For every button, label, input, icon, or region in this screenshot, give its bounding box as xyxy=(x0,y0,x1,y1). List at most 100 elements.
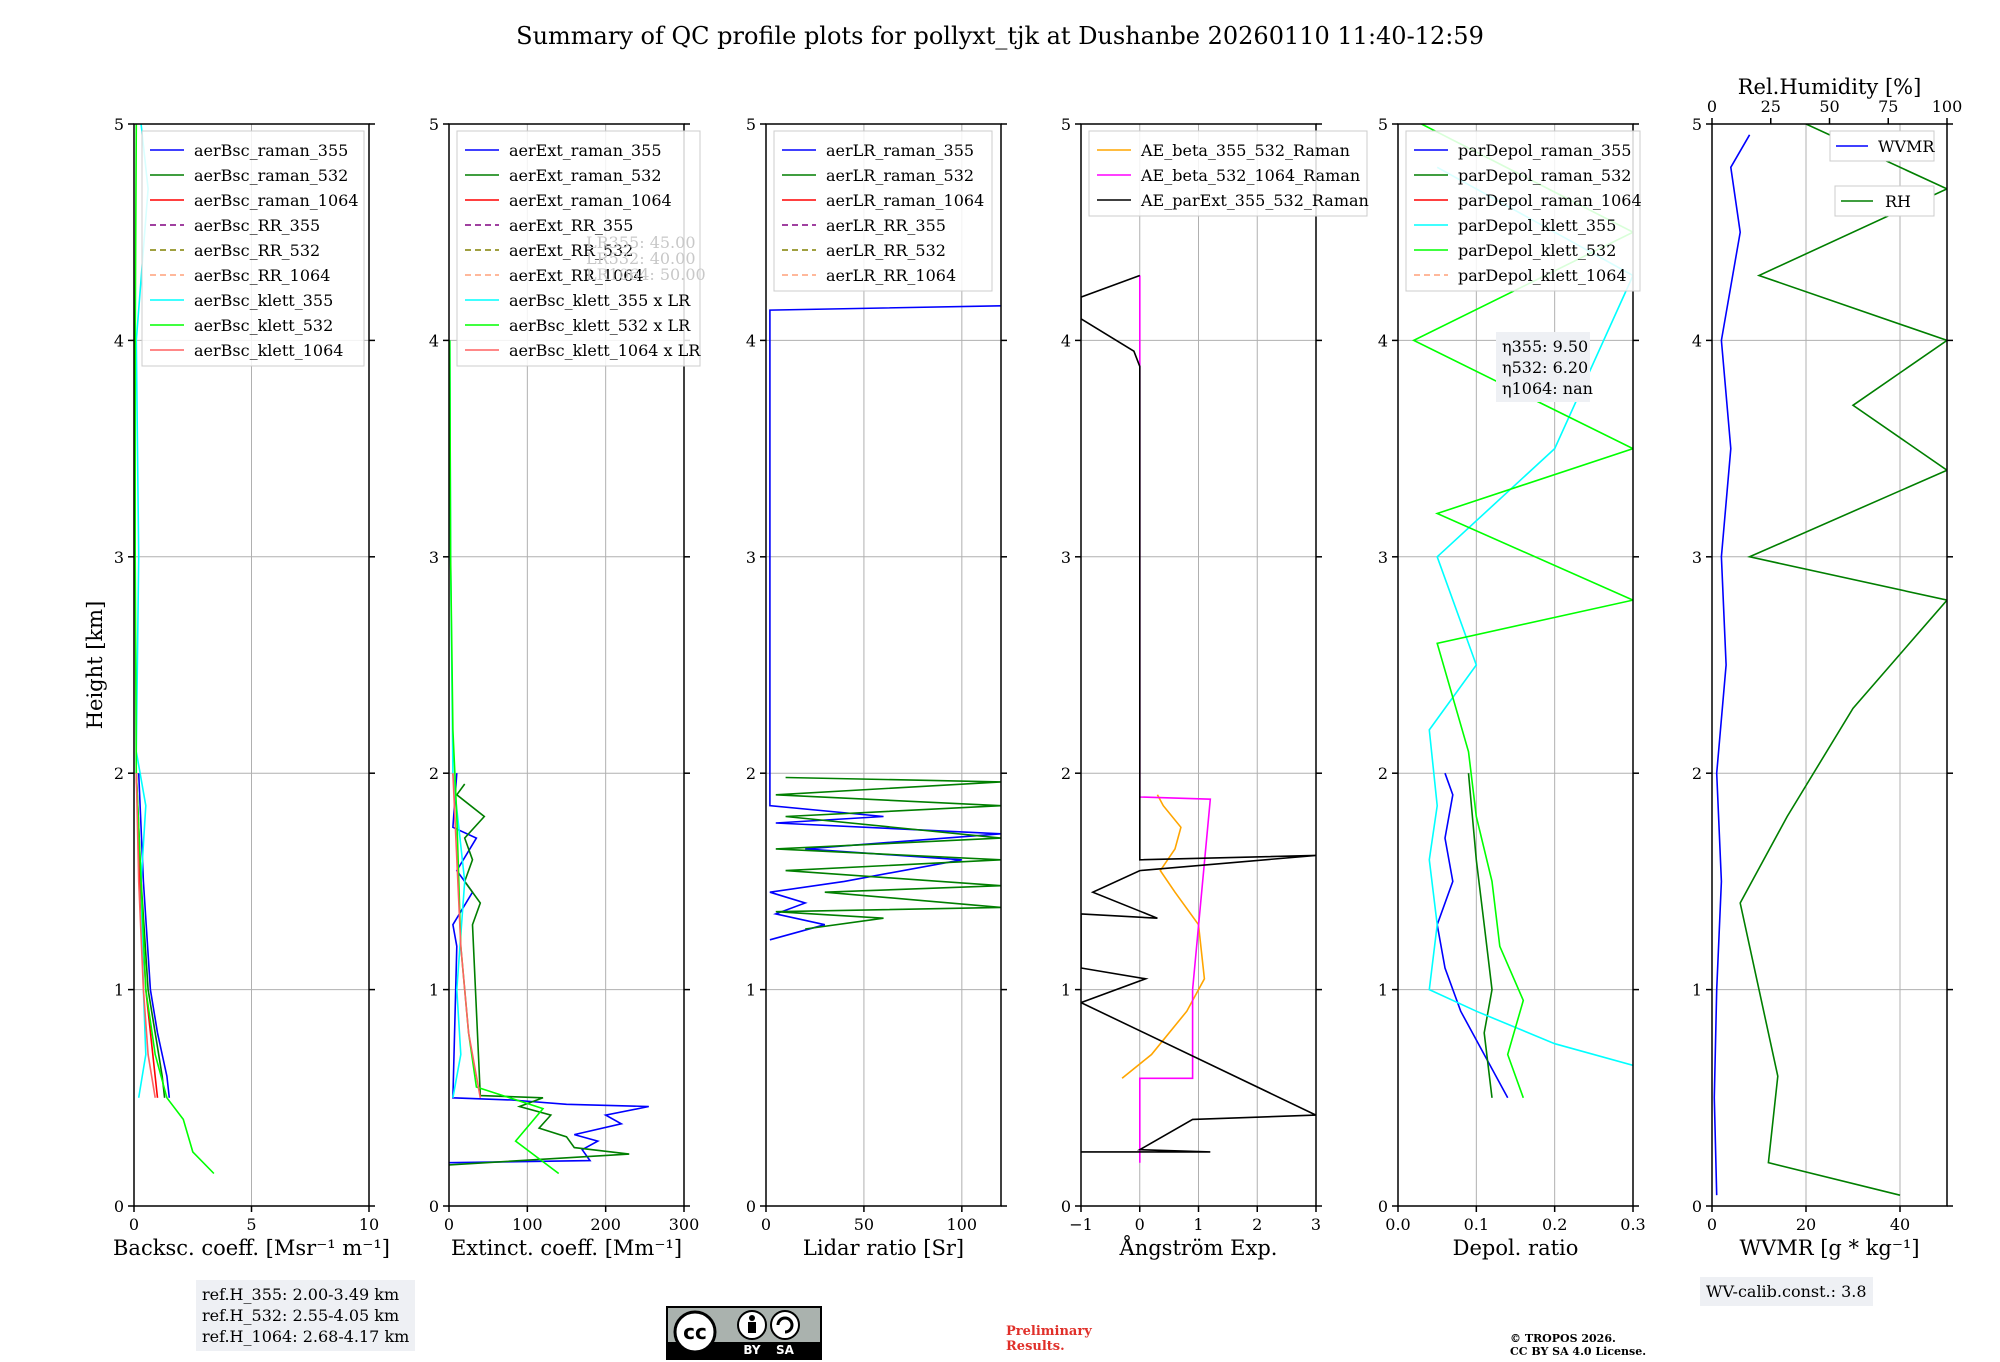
y-tick-label: 2 xyxy=(114,764,124,783)
eta-label-2: η1064: nan xyxy=(1502,379,1593,398)
preliminary-note: Preliminary Results. xyxy=(1006,1324,1092,1354)
x-tick-label: 0 xyxy=(1135,1215,1145,1234)
legend-label-AE_beta_532_1064_Raman: AE_beta_532_1064_Raman xyxy=(1140,166,1360,185)
y-tick-label: 1 xyxy=(429,981,439,1000)
legend-label-aerLR_RR_532: aerLR_RR_532 xyxy=(826,241,946,260)
legend-label-aerBsc_klett_532 x LR: aerBsc_klett_532 x LR xyxy=(509,316,691,335)
legend-label-parDepol_raman_1064: parDepol_raman_1064 xyxy=(1458,191,1642,210)
lr-note-2: LR1064: 50.00 xyxy=(586,265,706,284)
y-tick-label: 5 xyxy=(746,115,756,134)
x-axis-label: Ångström Exp. xyxy=(1119,1235,1278,1260)
eta-label-1: η532: 6.20 xyxy=(1502,358,1588,377)
y-tick-label: 5 xyxy=(1378,115,1388,134)
x-tick-label: 0.3 xyxy=(1620,1215,1645,1234)
y-tick-label: 4 xyxy=(1061,331,1071,350)
wv-calib-const: WV-calib.const.: 3.8 xyxy=(1706,1282,1867,1301)
x-tick-label: 100 xyxy=(512,1215,543,1234)
y-tick-label: 1 xyxy=(114,981,124,1000)
x-tick-label: 200 xyxy=(590,1215,621,1234)
rh-top-tick-label: 25 xyxy=(1761,97,1781,116)
axes-frame xyxy=(448,123,685,1207)
y-tick-label: 3 xyxy=(1378,548,1388,567)
panel-depol xyxy=(1392,123,1641,1212)
legend-box xyxy=(1088,130,1368,217)
x-axis-label: Lidar ratio [Sr] xyxy=(803,1236,964,1260)
series-aerExt_raman_355 xyxy=(449,773,649,1164)
ref-height-532: ref.H_532: 2.55-4.05 km xyxy=(202,1306,400,1325)
y-tick-label: 0 xyxy=(1061,1197,1071,1216)
y-tick-label: 1 xyxy=(746,981,756,1000)
figure-title: Summary of QC profile plots for pollyxt_… xyxy=(516,22,1484,50)
copyright-line-2: CC BY SA 4.0 License. xyxy=(1510,1345,1647,1358)
cc-sa-text: SA xyxy=(776,1343,795,1357)
y-tick-label: 4 xyxy=(1378,331,1388,350)
y-tick-label: 0 xyxy=(1692,1197,1702,1216)
series-aerBsc_klett_1064 x LR xyxy=(452,773,482,1098)
y-tick-label: 5 xyxy=(429,115,439,134)
x-tick-label: 0.1 xyxy=(1464,1215,1489,1234)
legend-label-aerBsc_klett_1064 x LR: aerBsc_klett_1064 x LR xyxy=(509,341,701,360)
y-axis-label: Height [km] xyxy=(83,601,107,730)
cc-text: cc xyxy=(683,1320,707,1344)
y-tick-label: 3 xyxy=(429,548,439,567)
x-tick-label: 0 xyxy=(444,1215,454,1234)
series-parDepol_klett_532 xyxy=(1411,124,1633,1099)
eta-box xyxy=(1496,332,1590,402)
y-tick-label: 0 xyxy=(114,1197,124,1216)
y-tick-label: 5 xyxy=(1061,115,1071,134)
cc-by-text: BY xyxy=(743,1343,760,1357)
rh-top-tick-label: 50 xyxy=(1819,97,1839,116)
legend-label-parDepol_klett_532: parDepol_klett_532 xyxy=(1458,241,1616,260)
x-tick-label: 1 xyxy=(1193,1215,1203,1234)
legend-label-aerBsc_RR_1064: aerBsc_RR_1064 xyxy=(194,266,330,285)
wv-calib-box: WV-calib.const.: 3.8 xyxy=(1700,1277,1873,1306)
x-tick-label: 2 xyxy=(1252,1215,1262,1234)
legend-label-aerBsc_klett_355 x LR: aerBsc_klett_355 x LR xyxy=(509,291,691,310)
ref-height-1064: ref.H_1064: 2.68-4.17 km xyxy=(202,1327,410,1346)
eta-label-0: η355: 9.50 xyxy=(1502,337,1588,356)
x-tick-label: 0 xyxy=(1707,1215,1717,1234)
panel-ae xyxy=(1075,123,1368,1212)
y-tick-label: 4 xyxy=(429,331,439,350)
y-tick-label: 3 xyxy=(1061,548,1071,567)
y-tick-label: 4 xyxy=(746,331,756,350)
y-tick-label: 1 xyxy=(1692,981,1702,1000)
x-tick-label: 0.0 xyxy=(1385,1215,1410,1234)
y-tick-label: 0 xyxy=(746,1197,756,1216)
panel-lr xyxy=(760,123,1007,1212)
y-tick-label: 3 xyxy=(746,548,756,567)
x-axis-label: WVMR [g * kg⁻¹] xyxy=(1739,1236,1919,1260)
legend-box xyxy=(456,130,701,367)
legend-label-aerBsc_klett_1064: aerBsc_klett_1064 xyxy=(194,341,343,360)
series-aerBsc_klett_532 xyxy=(134,124,215,1175)
cc-logo-icon: cc BY SA xyxy=(668,1310,820,1358)
legend-label-aerLR_RR_355: aerLR_RR_355 xyxy=(826,216,946,235)
legend-box xyxy=(1405,130,1641,292)
y-tick-label: 5 xyxy=(114,115,124,134)
y-tick-label: 2 xyxy=(1692,764,1702,783)
y-tick-label: 2 xyxy=(1061,764,1071,783)
rh-top-axis-label: Rel.Humidity [%] xyxy=(1738,75,1922,99)
x-axis-label: Depol. ratio xyxy=(1453,1236,1579,1260)
legend-label-parDepol_raman_355: parDepol_raman_355 xyxy=(1458,141,1631,160)
legend-label-aerBsc_RR_355: aerBsc_RR_355 xyxy=(194,216,320,235)
legend-label-aerExt_RR_532: aerExt_RR_532 xyxy=(509,241,633,260)
legend-label-aerExt_RR_1064: aerExt_RR_1064 xyxy=(509,266,644,285)
axes-frame xyxy=(1711,123,1948,1207)
y-tick-label: 4 xyxy=(1692,331,1702,350)
rh-top-tick-label: 75 xyxy=(1878,97,1898,116)
legend-label-aerBsc_raman_355: aerBsc_raman_355 xyxy=(194,141,348,160)
legend-label-aerLR_raman_1064: aerLR_raman_1064 xyxy=(826,191,984,210)
legend-label-aerBsc_raman_1064: aerBsc_raman_1064 xyxy=(194,191,359,210)
y-tick-label: 4 xyxy=(114,331,124,350)
x-tick-label: 0.2 xyxy=(1542,1215,1567,1234)
series-RH xyxy=(1739,124,1947,1196)
ref-height-box: ref.H_355: 2.00-3.49 km ref.H_532: 2.55-… xyxy=(196,1280,416,1351)
series-AE_beta_532_1064_Raman xyxy=(1139,275,1212,1163)
y-tick-label: 0 xyxy=(1378,1197,1388,1216)
x-tick-label: 50 xyxy=(854,1215,874,1234)
y-tick-label: 3 xyxy=(1692,548,1702,567)
x-axis-label: Backsc. coeff. [Msr⁻¹ m⁻¹] xyxy=(113,1236,390,1260)
lr-note-1: LR532: 40.00 xyxy=(586,249,696,268)
